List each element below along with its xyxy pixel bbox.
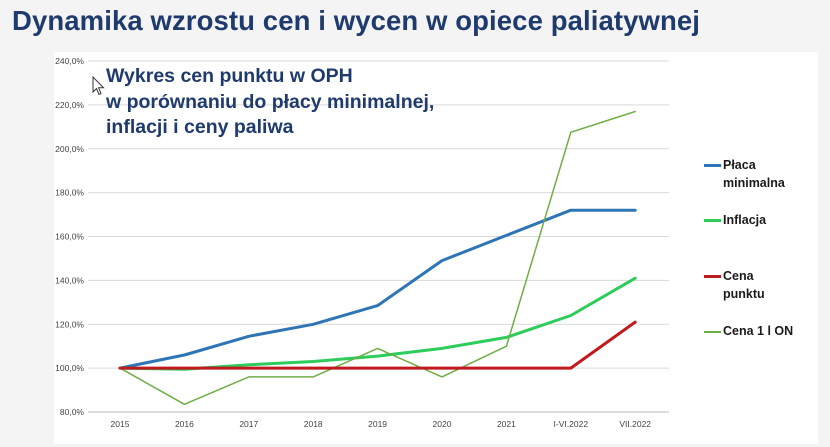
series-line-cena-1-l-on: [119, 110, 636, 406]
legend-label-line: Inflacja: [723, 213, 767, 227]
legend-label-line: punktu: [723, 287, 765, 301]
x-tick-label: 2018: [304, 419, 323, 429]
series-line-cena-punktu: [118, 320, 637, 370]
x-tick-label: 2019: [368, 419, 387, 429]
y-axis-tick-labels: 80,0% 100,0% 120,0% 140,0% 160,0% 180,0% 200,0…: [55, 56, 84, 417]
chart-subtitle: Wykres cen punktu w OPH w porównaniu do …: [106, 64, 434, 141]
x-tick-label: 2016: [175, 419, 194, 429]
legend-label-line: Cena: [723, 269, 754, 283]
y-tick-label: 220,0%: [55, 100, 84, 110]
x-axis-tick-labels: 2015 2016 2017 2018 2019 2020 2021 I-VI.2022 VII…: [111, 419, 652, 429]
legend-label-placa-minimalna: Płaca minimalna: [723, 156, 823, 192]
x-tick-label: 2015: [111, 419, 130, 429]
plot-panel: [54, 52, 818, 444]
slide-title: Dynamika wzrostu cen i wycen w opiece pa…: [12, 5, 701, 36]
x-tick-label: 2020: [433, 419, 452, 429]
chart-subtitle-line-2: w porównaniu do płacy minimalnej,: [106, 90, 435, 113]
legend-label-line: Cena 1 l ON: [723, 324, 794, 338]
y-tick-label: 200,0%: [55, 144, 84, 154]
series-layer: [118, 110, 637, 406]
legend-label-line: Płaca: [723, 158, 756, 172]
y-tick-label: 160,0%: [55, 232, 84, 242]
y-tick-label: 140,0%: [55, 275, 84, 285]
x-tick-label: 2021: [497, 419, 516, 429]
legend-label-cena-punktu: Cena punktu: [723, 267, 823, 303]
legend-swatch-placa-minimalna: [704, 164, 721, 167]
x-tick-label: I-VI.2022: [554, 419, 589, 429]
y-tick-label: 80,0%: [60, 407, 85, 417]
mouse-pointer-icon: [92, 76, 105, 96]
y-tick-label: 240,0%: [55, 56, 84, 66]
series-line-inflacja: [118, 276, 637, 371]
legend-label-cena-1-l-on: Cena 1 l ON: [723, 322, 823, 340]
grid-layer: [88, 60, 669, 413]
legend-swatch-inflacja: [704, 219, 721, 222]
legend-label-inflacja: Inflacja: [723, 211, 823, 229]
chart-subtitle-line-3: inflacji i ceny paliwa: [106, 116, 294, 138]
y-tick-label: 120,0%: [55, 319, 84, 329]
y-tick-label: 180,0%: [55, 188, 84, 198]
legend-swatch-cena-punktu: [704, 275, 721, 278]
chart-subtitle-line-1: Wykres cen punktu w OPH: [106, 65, 353, 87]
y-tick-label: 100,0%: [55, 363, 84, 373]
legend-swatch-cena-1-l-on: [704, 331, 721, 333]
x-tick-label: 2017: [239, 419, 258, 429]
series-line-płaca-minimalna: [118, 208, 637, 370]
legend-label-line: minimalna: [723, 176, 785, 190]
x-tick-label: VII.2022: [619, 419, 651, 429]
